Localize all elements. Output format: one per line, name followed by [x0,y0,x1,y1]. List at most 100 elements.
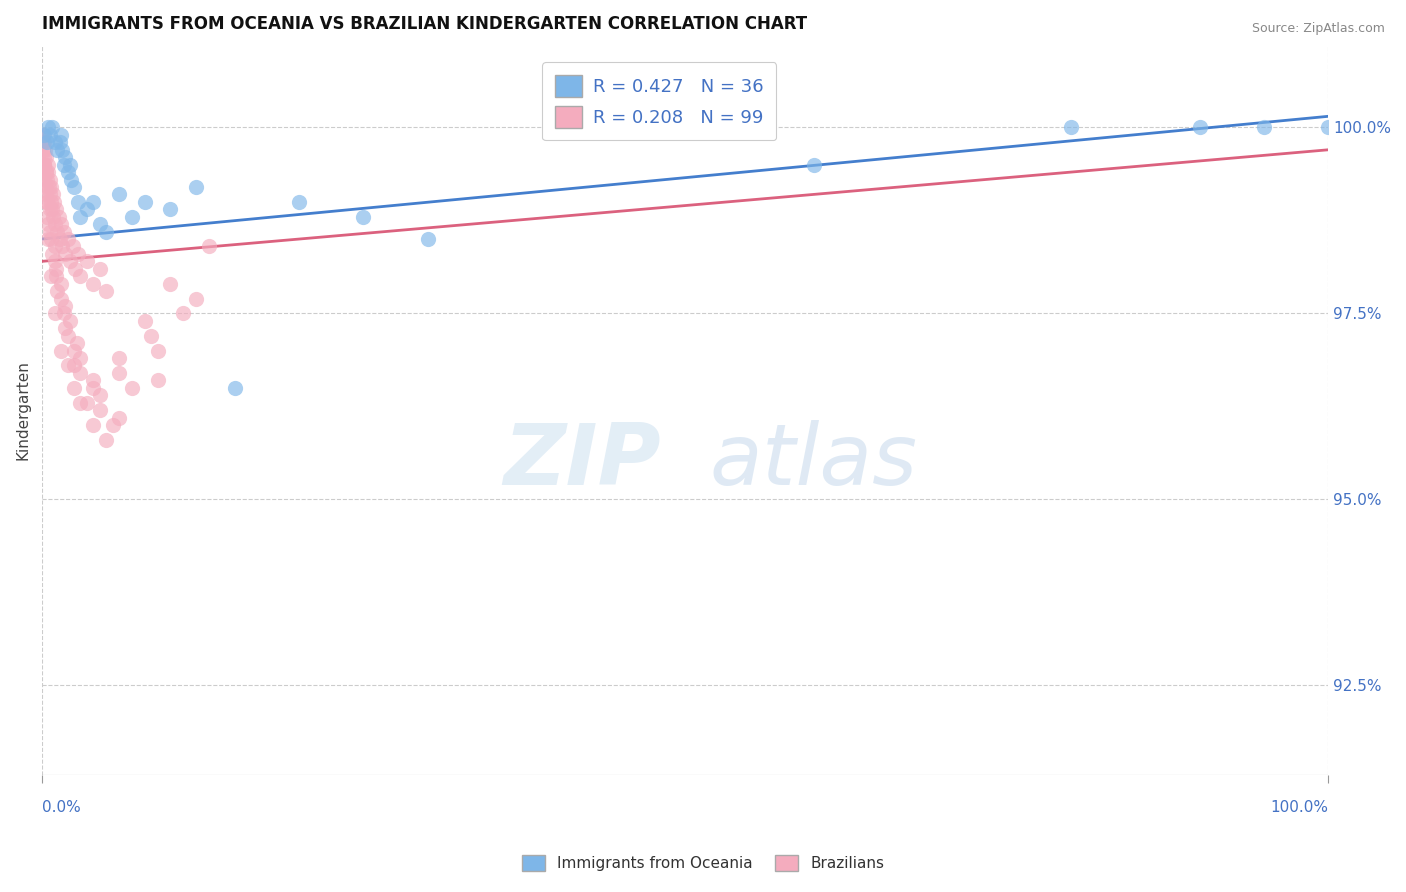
Point [53,150,76,164]
Point [32,158,55,172]
Point [32,143,55,157]
Point [39,269,62,284]
Point [63,180,86,194]
Point [38,180,60,194]
Point [39,194,62,209]
Point [1188,120,1211,135]
Point [52,158,75,172]
Point [108,366,131,380]
Point [76,254,98,268]
Point [69,351,91,365]
Point [37,158,59,172]
Point [76,202,98,217]
Point [146,343,169,358]
Point [42,210,65,224]
Point [65,261,87,276]
Legend: R = 0.427   N = 36, R = 0.208   N = 99: R = 0.427 N = 36, R = 0.208 N = 99 [543,62,776,140]
Point [44,254,66,268]
Point [42,194,65,209]
Point [39,232,62,246]
Point [37,165,59,179]
Point [44,217,66,231]
Point [108,410,131,425]
Point [82,381,104,395]
Point [186,180,208,194]
Point [82,373,104,387]
Point [34,165,56,179]
Point [49,292,72,306]
Point [146,373,169,387]
Point [89,217,111,231]
Point [89,403,111,417]
Point [121,381,143,395]
Point [63,359,86,373]
Point [35,187,58,202]
Point [51,239,73,253]
Point [53,321,76,335]
Point [34,128,56,142]
Point [66,194,89,209]
Point [101,417,124,432]
Point [32,158,55,172]
Point [45,202,67,217]
Point [35,136,58,150]
Point [38,202,60,217]
Point [82,277,104,291]
Point [49,277,72,291]
Text: 100.0%: 100.0% [1270,799,1329,814]
Point [51,143,73,157]
Point [35,172,58,186]
Point [35,194,58,209]
Point [416,232,439,246]
Point [1253,120,1275,135]
Point [46,143,69,157]
Point [34,194,56,209]
Point [352,210,374,224]
Point [37,217,59,231]
Point [60,172,83,186]
Point [89,261,111,276]
Point [172,306,194,320]
Point [49,136,72,150]
Point [56,165,79,179]
Point [134,194,156,209]
Point [34,180,56,194]
Point [38,172,60,186]
Point [37,232,59,246]
Point [32,150,55,164]
Point [31,128,53,142]
Point [48,210,70,224]
Point [94,225,117,239]
Point [53,247,76,261]
Point [39,187,62,202]
Text: Source: ZipAtlas.com: Source: ZipAtlas.com [1251,22,1385,36]
Point [34,158,56,172]
Text: atlas: atlas [710,419,918,502]
Point [63,381,86,395]
Point [59,254,82,268]
Point [139,328,162,343]
Point [224,381,246,395]
Point [56,328,79,343]
Point [46,225,69,239]
Point [56,359,79,373]
Point [108,187,131,202]
Point [45,261,67,276]
Point [49,217,72,231]
Point [41,202,63,217]
Point [49,232,72,246]
Point [134,314,156,328]
Point [52,306,75,320]
Point [159,202,181,217]
Point [45,269,67,284]
Point [76,395,98,409]
Point [34,143,56,157]
Point [32,136,55,150]
Point [41,120,63,135]
Point [38,225,60,239]
Point [82,194,104,209]
Text: ZIP: ZIP [503,419,661,502]
Point [69,269,91,284]
Point [35,210,58,224]
Point [35,150,58,164]
